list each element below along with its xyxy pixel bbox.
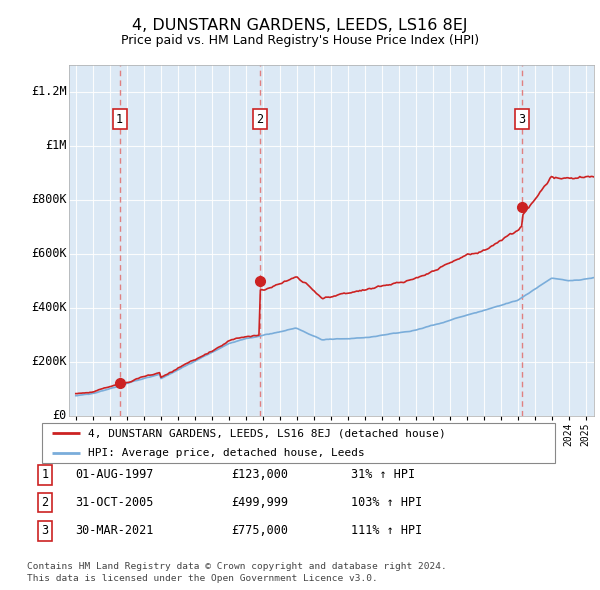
- Text: Contains HM Land Registry data © Crown copyright and database right 2024.
This d: Contains HM Land Registry data © Crown c…: [27, 562, 447, 583]
- Text: HPI: Average price, detached house, Leeds: HPI: Average price, detached house, Leed…: [88, 448, 365, 458]
- Text: 103% ↑ HPI: 103% ↑ HPI: [351, 496, 422, 509]
- Text: 1: 1: [41, 468, 49, 481]
- Text: £400K: £400K: [31, 301, 67, 314]
- Text: 111% ↑ HPI: 111% ↑ HPI: [351, 525, 422, 537]
- Text: £123,000: £123,000: [231, 468, 288, 481]
- Text: £0: £0: [52, 409, 67, 422]
- Text: £1.2M: £1.2M: [31, 86, 67, 99]
- Text: £200K: £200K: [31, 355, 67, 368]
- Text: £499,999: £499,999: [231, 496, 288, 509]
- Text: £1M: £1M: [45, 139, 67, 152]
- Text: 2: 2: [41, 496, 49, 509]
- Text: 3: 3: [41, 525, 49, 537]
- Text: 3: 3: [518, 113, 525, 126]
- Text: 1: 1: [116, 113, 123, 126]
- Text: 4, DUNSTARN GARDENS, LEEDS, LS16 8EJ (detached house): 4, DUNSTARN GARDENS, LEEDS, LS16 8EJ (de…: [88, 428, 446, 438]
- Text: £600K: £600K: [31, 247, 67, 260]
- Text: Price paid vs. HM Land Registry's House Price Index (HPI): Price paid vs. HM Land Registry's House …: [121, 34, 479, 47]
- Text: £800K: £800K: [31, 194, 67, 206]
- Text: 01-AUG-1997: 01-AUG-1997: [75, 468, 154, 481]
- Text: 31-OCT-2005: 31-OCT-2005: [75, 496, 154, 509]
- Text: 2: 2: [256, 113, 263, 126]
- Text: 4, DUNSTARN GARDENS, LEEDS, LS16 8EJ: 4, DUNSTARN GARDENS, LEEDS, LS16 8EJ: [132, 18, 468, 32]
- Text: 31% ↑ HPI: 31% ↑ HPI: [351, 468, 415, 481]
- Text: 30-MAR-2021: 30-MAR-2021: [75, 525, 154, 537]
- FancyBboxPatch shape: [42, 423, 555, 463]
- Text: £775,000: £775,000: [231, 525, 288, 537]
